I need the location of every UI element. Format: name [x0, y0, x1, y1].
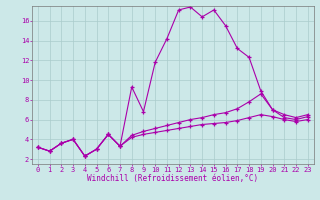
- X-axis label: Windchill (Refroidissement éolien,°C): Windchill (Refroidissement éolien,°C): [87, 174, 258, 183]
